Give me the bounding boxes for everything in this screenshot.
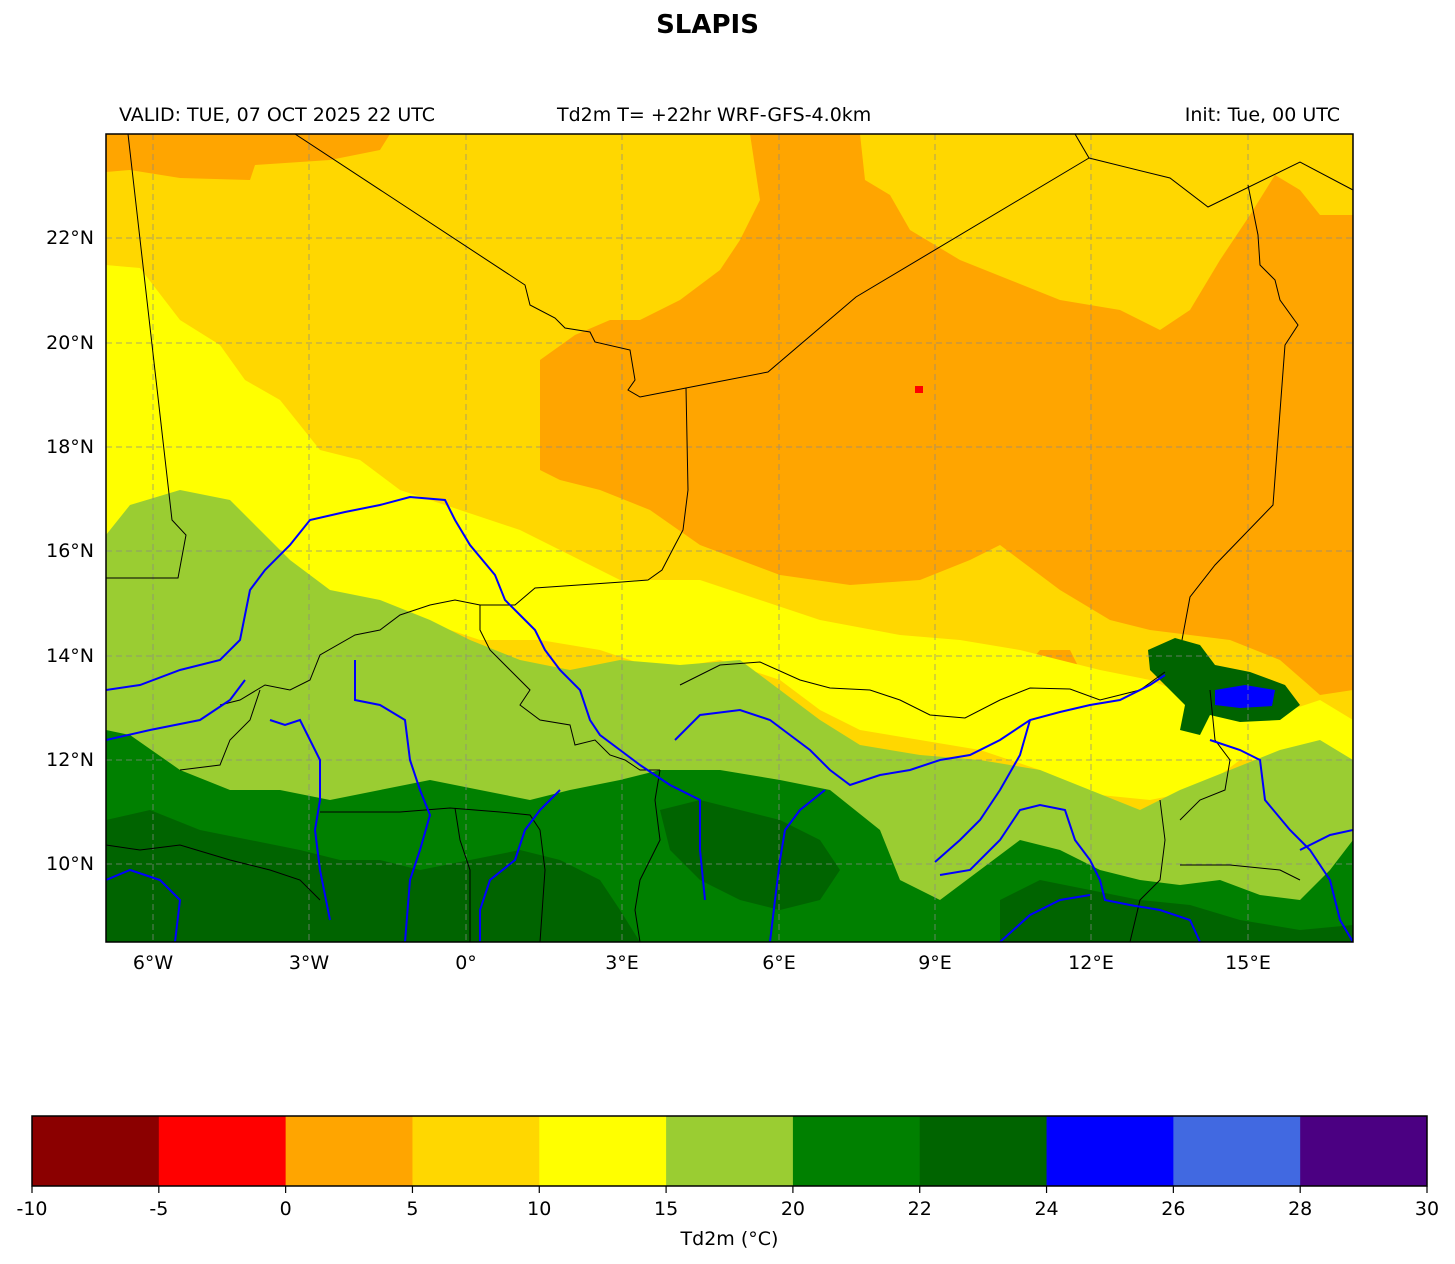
colorbar-tick-label: 20 <box>780 1198 805 1220</box>
field-orange-nw <box>106 134 390 180</box>
lon-label-15e: 15°E <box>1225 952 1271 974</box>
country-borders <box>106 134 1353 942</box>
chart-title: SLAPIS <box>656 10 759 40</box>
dewpoint-field <box>106 134 1353 942</box>
lon-label-3w: 3°W <box>288 952 330 974</box>
rivers <box>106 495 1353 942</box>
colorbar-tick-label: 22 <box>907 1198 932 1220</box>
init-time-label: Init: Tue, 00 UTC <box>1184 104 1340 126</box>
field-red-speck <box>915 386 923 393</box>
colorbar-tick-label: 26 <box>1161 1198 1186 1220</box>
lat-label-10n: 10°N <box>46 853 94 875</box>
field-yellow-band <box>106 265 1353 800</box>
colorbar-segment <box>32 1116 160 1186</box>
colorbar-segment <box>1173 1116 1301 1186</box>
field-green-lakechad <box>1148 638 1300 735</box>
lon-label-9e: 9°E <box>918 952 952 974</box>
lon-label-3e: 3°E <box>605 952 639 974</box>
lat-label-22n: 22°N <box>46 227 94 249</box>
colorbar-segment <box>666 1116 794 1186</box>
lat-label-14n: 14°N <box>46 645 94 667</box>
colorbar-segment <box>919 1116 1048 1186</box>
lat-label-20n: 20°N <box>46 332 94 354</box>
gridlines <box>106 134 1353 942</box>
colorbar-segment <box>412 1116 540 1186</box>
colorbar-tick-label: 5 <box>406 1198 419 1220</box>
lon-label-0: 0° <box>455 952 477 974</box>
product-label: Td2m T= +22hr WRF-GFS-4.0km <box>557 104 872 126</box>
colorbar-tick-label: 28 <box>1288 1198 1313 1220</box>
colorbar-tick-label: 30 <box>1414 1198 1440 1220</box>
colorbar-segment <box>539 1116 667 1186</box>
field-blue-lakechad <box>1215 685 1275 708</box>
colorbar-segment <box>285 1116 413 1186</box>
field-darkgreen-sw <box>106 810 640 942</box>
colorbar-tick-label: 15 <box>653 1198 679 1220</box>
colorbar <box>31 1115 1428 1193</box>
valid-time-label: VALID: TUE, 07 OCT 2025 22 UTC <box>119 104 435 126</box>
colorbar-tick-label: 24 <box>1034 1198 1059 1220</box>
colorbar-frame <box>31 1115 1428 1187</box>
field-orange-east <box>540 134 1353 695</box>
lon-label-12e: 12°E <box>1068 952 1114 974</box>
colorbar-title: Td2m (°C) <box>680 1228 779 1250</box>
colorbar-tick-label: -10 <box>16 1198 48 1220</box>
lat-label-16n: 16°N <box>46 540 94 562</box>
lat-label-12n: 12°N <box>46 749 94 771</box>
colorbar-tick-label: 10 <box>527 1198 552 1220</box>
lat-label-18n: 18°N <box>46 436 94 458</box>
colorbar-tick-label: -5 <box>149 1198 169 1220</box>
colorbar-segment <box>792 1116 921 1186</box>
map-frame <box>105 133 1354 943</box>
lon-label-6w: 6°W <box>132 952 174 974</box>
colorbar-segment <box>1300 1116 1428 1186</box>
field-darkgreen-central <box>660 800 840 910</box>
colorbar-segment <box>1046 1116 1174 1186</box>
colorbar-segment <box>158 1116 287 1186</box>
colorbar-tick-label: 0 <box>279 1198 292 1220</box>
lon-label-6e: 6°E <box>762 952 796 974</box>
